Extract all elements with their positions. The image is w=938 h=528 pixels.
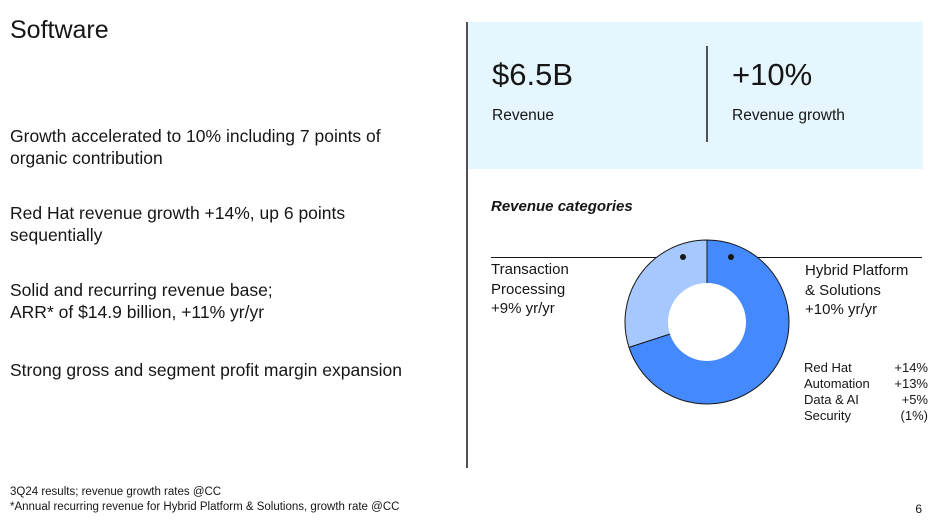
vertical-divider	[466, 22, 468, 468]
footnote-arr: *Annual recurring revenue for Hybrid Pla…	[10, 501, 400, 513]
bullet-margin: Strong gross and segment profit margin e…	[10, 360, 403, 380]
sub-item-value: (1%)	[900, 408, 928, 423]
hybrid-label: Hybrid Platform & Solutions +10% yr/yr	[805, 261, 908, 320]
sub-item-name: Data & AI	[804, 392, 859, 407]
revenue-growth-value: +10%	[732, 57, 813, 92]
sub-item-name: Red Hat	[804, 360, 852, 375]
sub-item-value: +5%	[901, 392, 928, 407]
sub-item-name: Security	[804, 408, 851, 423]
hybrid-leader-dot	[728, 254, 734, 260]
kpi-panel: $6.5B Revenue +10% Revenue growth	[468, 22, 923, 169]
page-number: 6	[915, 502, 922, 516]
footnote-results: 3Q24 results; revenue growth rates @CC	[10, 486, 222, 498]
bullet-arr: Solid and recurring revenue base; ARR* o…	[10, 280, 273, 322]
revenue-value: $6.5B	[492, 57, 574, 92]
sub-item-name: Automation	[804, 376, 870, 391]
transaction-leader-dot	[680, 254, 686, 260]
hybrid-label-line1: Hybrid Platform	[805, 262, 909, 279]
page-title: Software	[10, 16, 109, 44]
hybrid-leader-line	[706, 257, 922, 258]
transaction-label: Transaction Processing +9% yr/yr	[491, 260, 569, 319]
kpi-separator	[706, 46, 708, 142]
donut-hole	[668, 283, 746, 361]
transaction-label-line2: Processing	[491, 280, 566, 298]
hybrid-growth: +10% yr/yr	[805, 301, 878, 318]
transaction-growth: +9% yr/yr	[491, 300, 555, 317]
sub-item-value: +13%	[894, 376, 928, 391]
transaction-leader-line	[491, 257, 706, 258]
bullet-growth: Growth accelerated to 10% including 7 po…	[10, 126, 381, 168]
revenue-growth-label: Revenue growth	[732, 107, 845, 124]
bullet-red-hat: Red Hat revenue growth +14%, up 6 points…	[10, 203, 346, 245]
chart-title: Revenue categories	[491, 198, 633, 215]
sub-item-value: +14%	[894, 360, 928, 375]
transaction-label-line1: Transaction	[491, 261, 569, 278]
hybrid-label-line2: & Solutions	[805, 281, 881, 299]
revenue-label: Revenue	[492, 107, 555, 124]
